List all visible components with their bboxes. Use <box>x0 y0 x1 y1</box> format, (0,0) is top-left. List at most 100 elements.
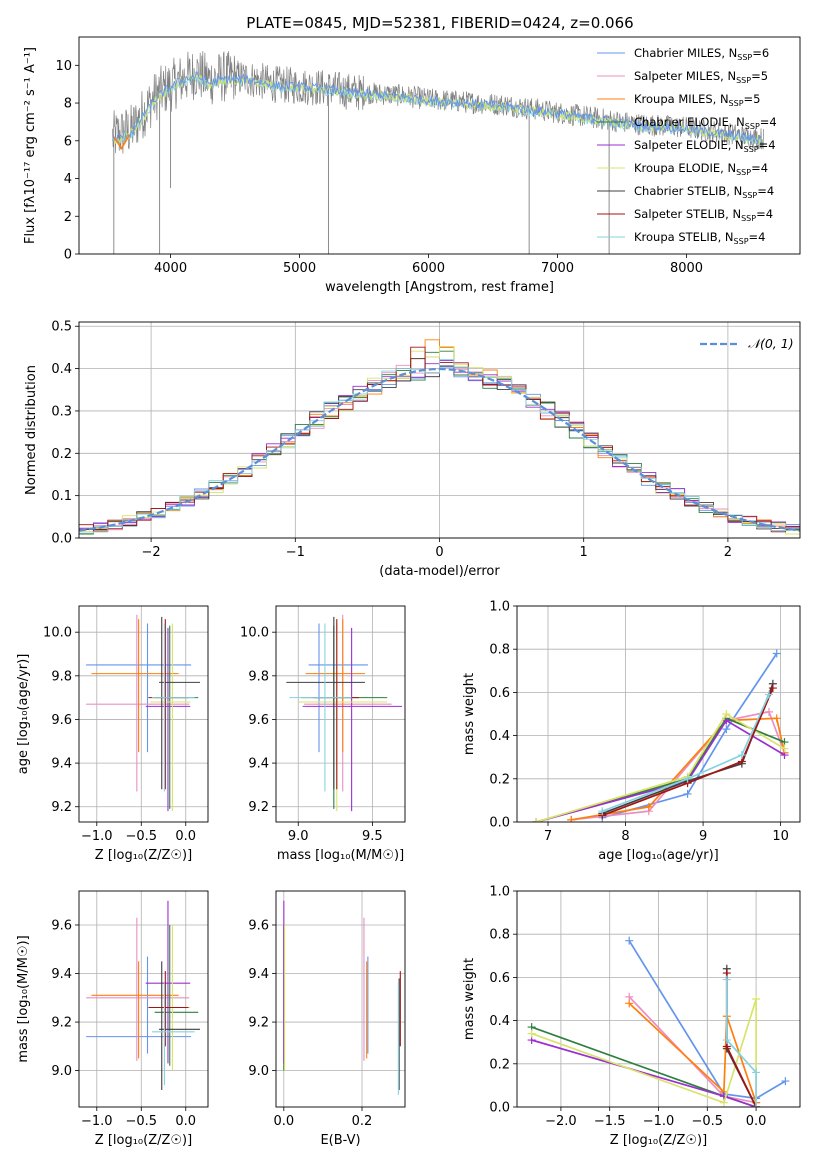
axes-frame <box>516 890 801 1108</box>
residuals-plot <box>79 339 800 535</box>
legend-sub: SSP <box>744 145 759 154</box>
legend-text: Kroupa MILES, N <box>634 92 729 106</box>
legend-tail: =5 <box>744 92 761 106</box>
legend-text: Salpeter MILES, N <box>634 69 736 83</box>
y-tick-label: 6 <box>64 134 72 149</box>
legend-sub: SSP <box>737 53 752 62</box>
legend-sub: SSP <box>741 214 756 223</box>
y-tick-label: 9.4 <box>51 967 72 982</box>
x-tick-label: 0.0 <box>273 1114 294 1129</box>
x-tick-label: 8000 <box>670 261 703 276</box>
chart-title: PLATE=0845, MJD=52381, FIBERID=0424, z=0… <box>246 14 633 32</box>
y-tick-label: 0.0 <box>51 532 72 547</box>
residuals-panel: −2 −1 0 1 2 0.0 0.1 0.2 0.3 0.4 0.5 (data-model)/er… <box>24 320 801 579</box>
weight-point-marker <box>737 751 746 760</box>
legend-text: Chabrier STELIB, N <box>634 184 742 198</box>
y-tick-label: 0.1 <box>51 489 72 504</box>
model-spectrum-line <box>112 71 764 145</box>
y-tick-label: 0.3 <box>51 404 72 419</box>
y-tick-label: 10.0 <box>240 626 269 641</box>
weight-point-marker <box>567 815 576 822</box>
weight-series-line <box>602 653 778 819</box>
y-tick-label: 9.2 <box>248 800 269 815</box>
weight-point-marker <box>752 1103 761 1107</box>
axes-frame <box>516 605 801 823</box>
y-tick-label: 0.6 <box>489 971 510 986</box>
x-tick-label: 0.0 <box>746 1114 767 1129</box>
x-axis-label: age [log₁₀(age/yr)] <box>598 848 719 863</box>
y-tick-label: 0.4 <box>51 362 72 377</box>
legend-tail: =4 <box>757 184 774 198</box>
weight_vs_age-plot <box>532 649 789 822</box>
x-axis-label: mass [log₁₀(M/M☉)] <box>277 848 404 863</box>
y-tick-label: 9.2 <box>248 1016 269 1031</box>
weight-series-line <box>628 1002 757 1103</box>
weight-series-line <box>725 979 757 1107</box>
x-tick-label: 6000 <box>412 261 445 276</box>
mass_vs_Z-panel: −1.0 −0.5 0.0 9.0 9.2 9.4 9.6 Z [log₁₀(Z/Z☉)] ma… <box>16 890 209 1148</box>
weight-series-line <box>725 968 757 1107</box>
y-tick-label: 9.6 <box>248 918 269 933</box>
weight-point-marker <box>625 936 634 945</box>
x-axis-label: E(B-V) <box>320 1133 360 1148</box>
axes-frame <box>78 321 801 539</box>
x-tick-label: −0.5 <box>692 1114 724 1129</box>
y-tick-label: 2 <box>64 210 72 225</box>
weight-point-marker <box>780 744 789 753</box>
y-tick-label: 0.8 <box>489 928 510 943</box>
y-tick-label: 0.2 <box>489 772 510 787</box>
y-tick-label: 0.6 <box>489 686 510 701</box>
x-tick-label: 9.5 <box>362 829 383 844</box>
legend-entry: Kroupa STELIB, NSSP=4 <box>634 230 765 246</box>
x-tick-label: 2 <box>724 545 732 560</box>
weight-point-marker <box>772 714 781 723</box>
weight-series-line <box>725 973 757 1107</box>
axes-frame <box>78 890 209 1108</box>
weight-point-marker <box>722 710 731 718</box>
weight-point-marker <box>768 684 777 693</box>
y-tick-label: 10 <box>55 59 72 74</box>
weight-series-line <box>531 998 757 1107</box>
legend-sub: SSP <box>742 191 757 200</box>
y-axis-label: age [log₁₀(age/yr)] <box>16 654 31 775</box>
x-tick-label: 1 <box>580 545 588 560</box>
axes-frame <box>275 890 406 1108</box>
weight-series-line <box>536 719 785 822</box>
legend-entry: Salpeter STELIB, NSSP=4 <box>634 207 773 223</box>
weight-point-marker <box>598 807 607 816</box>
mass_vs_ebv-plot <box>283 900 401 1095</box>
y-tick-label: 9.8 <box>248 669 269 684</box>
x-tick-label: −2.0 <box>545 1114 577 1129</box>
legend-tail: =4 <box>751 161 768 175</box>
y-tick-label: 0.0 <box>489 1101 510 1116</box>
y-axis-label: Normed distribution <box>24 365 39 495</box>
histogram-step <box>79 359 800 534</box>
legend-tail: =6 <box>752 46 769 60</box>
weight_vs_Z-plot <box>527 936 790 1107</box>
x-tick-label: −0.5 <box>125 829 157 844</box>
y-tick-label: 1.0 <box>489 885 510 900</box>
x-tick-label: −1.0 <box>81 829 113 844</box>
legend-tail: =4 <box>749 230 766 244</box>
weight-point-marker <box>752 1068 761 1077</box>
legend-tail: =4 <box>759 138 776 152</box>
mass_vs_Z-plot <box>86 900 200 1091</box>
legend-tail: =4 <box>756 207 773 221</box>
y-tick-label: 0.8 <box>489 643 510 658</box>
legend-text: Salpeter ELODIE, N <box>634 138 744 152</box>
y-tick-label: 9.8 <box>51 669 72 684</box>
legend-entry: Salpeter ELODIE, NSSP=4 <box>634 138 776 154</box>
legend-text: Salpeter STELIB, N <box>634 207 741 221</box>
weight-point-marker <box>683 789 692 798</box>
y-tick-label: 0.4 <box>489 1014 510 1029</box>
age_vs_Z-panel: −1.0 −0.5 0.0 9.2 9.4 9.6 9.8 10.0 Z [log₁₀(Z/Z☉… <box>16 605 209 863</box>
x-tick-label: −2 <box>142 545 161 560</box>
legend-sub: SSP <box>729 99 744 108</box>
axes-frame <box>78 36 801 255</box>
x-tick-label: 5000 <box>283 261 316 276</box>
x-tick-label: −1.5 <box>594 1114 626 1129</box>
legend-sub: SSP <box>734 237 749 246</box>
x-axis-label: wavelength [Angstrom, rest frame] <box>325 280 554 295</box>
legend-entry: Kroupa ELODIE, NSSP=4 <box>634 161 768 177</box>
y-axis-label: mass [log₁₀(M/M☉)] <box>16 935 31 1062</box>
